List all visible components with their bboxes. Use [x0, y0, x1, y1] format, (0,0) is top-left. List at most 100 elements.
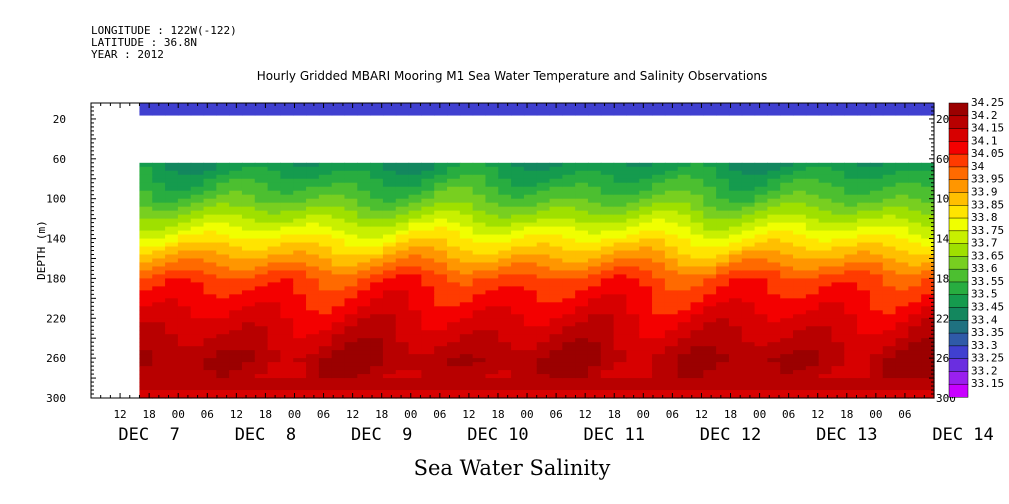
heatmap-cell — [190, 178, 205, 184]
heatmap-cell — [869, 290, 884, 295]
heatmap-cell — [882, 378, 897, 383]
heatmap-cell — [331, 266, 346, 272]
heatmap-cell — [165, 106, 179, 112]
heatmap-cell — [434, 234, 448, 240]
heatmap-cell — [754, 334, 769, 339]
heatmap-cell — [408, 370, 422, 375]
heatmap-cell — [434, 110, 448, 116]
heatmap-cell — [216, 358, 230, 363]
heatmap-cell — [703, 206, 717, 212]
heatmap-cell — [382, 246, 397, 252]
heatmap-cell — [664, 282, 679, 287]
heatmap-cell — [318, 298, 333, 303]
heatmap-cell — [869, 342, 884, 347]
heatmap-cell — [844, 222, 858, 228]
heatmap-cell — [306, 262, 320, 268]
heatmap-cell — [177, 282, 192, 287]
heatmap-cell — [216, 262, 230, 268]
heatmap-cell — [639, 302, 653, 307]
heatmap-cell — [395, 374, 410, 379]
heatmap-cell — [498, 206, 512, 212]
heatmap-cell — [165, 210, 179, 216]
heatmap-cell — [459, 366, 474, 371]
heatmap-cell — [805, 110, 820, 116]
heatmap-cell — [793, 186, 807, 192]
heatmap-cell — [575, 354, 589, 359]
heatmap-cell — [882, 186, 897, 192]
heatmap-cell — [421, 198, 435, 204]
heatmap-cell — [177, 210, 192, 216]
heatmap-cell — [793, 278, 807, 283]
heatmap-cell — [882, 214, 897, 220]
heatmap-cell — [485, 358, 499, 363]
heatmap-cell — [395, 162, 410, 168]
heatmap-cell — [844, 342, 858, 347]
heatmap-cell — [536, 294, 551, 299]
heatmap-cell — [498, 310, 512, 315]
heatmap-cell — [165, 354, 179, 359]
heatmap-cell — [216, 278, 230, 283]
heatmap-cell — [370, 306, 384, 311]
heatmap-cell — [408, 290, 422, 295]
heatmap-cell — [318, 230, 333, 236]
heatmap-cell — [741, 194, 756, 200]
heatmap-cell — [664, 246, 679, 252]
heatmap-cell — [165, 170, 179, 176]
heatmap-cell — [613, 306, 628, 311]
heatmap-cell — [793, 386, 807, 391]
heatmap-cell — [203, 294, 217, 299]
heatmap-cell — [241, 234, 256, 240]
heatmap-cell — [267, 218, 282, 224]
heatmap-cell — [472, 342, 487, 347]
heatmap-cell — [703, 214, 717, 220]
heatmap-cell — [447, 274, 461, 280]
heatmap-cell — [498, 370, 512, 375]
heatmap-cell — [587, 322, 602, 327]
heatmap-cell — [831, 106, 845, 112]
heatmap-cell — [395, 350, 410, 355]
heatmap-cell — [908, 186, 922, 192]
heatmap-cell — [575, 202, 589, 208]
heatmap-cell — [472, 238, 487, 244]
heatmap-cell — [241, 162, 256, 168]
heatmap-cell — [267, 242, 282, 248]
heatmap-cell — [587, 174, 602, 180]
heatmap-cell — [793, 294, 807, 299]
heatmap-cell — [357, 110, 371, 116]
heatmap-cell — [703, 338, 717, 343]
heatmap-cell — [382, 374, 397, 379]
heatmap-cell — [511, 214, 525, 220]
heatmap-cell — [229, 110, 243, 116]
heatmap-cell — [664, 382, 679, 387]
heatmap-cell — [395, 190, 410, 196]
heatmap-cell — [267, 214, 282, 220]
heatmap-cell — [408, 322, 422, 327]
heatmap-cell — [485, 322, 499, 327]
heatmap-cell — [254, 330, 269, 335]
heatmap-cell — [229, 378, 243, 383]
heatmap-cell — [447, 182, 461, 188]
heatmap-cell — [677, 318, 692, 323]
heatmap-cell — [536, 350, 551, 355]
heatmap-cell — [434, 210, 448, 216]
heatmap-cell — [165, 342, 179, 347]
heatmap-cell — [818, 174, 833, 180]
heatmap-cell — [857, 230, 871, 236]
heatmap-cell — [254, 350, 269, 355]
heatmap-cell — [485, 362, 499, 367]
heatmap-cell — [857, 322, 871, 327]
heatmap-cell — [241, 186, 256, 192]
heatmap-cell — [895, 210, 909, 216]
heatmap-cell — [216, 302, 230, 307]
heatmap-cell — [190, 318, 205, 323]
heatmap-cell — [703, 194, 717, 200]
heatmap-cell — [857, 350, 871, 355]
heatmap-cell — [549, 322, 563, 327]
heatmap-cell — [216, 230, 230, 236]
heatmap-cell — [203, 202, 217, 208]
heatmap-cell — [754, 350, 769, 355]
heatmap-cell — [857, 274, 871, 280]
colorbar-swatch — [948, 217, 969, 232]
colorbar-label: 33.85 — [971, 198, 1004, 211]
heatmap-cell — [408, 250, 422, 256]
